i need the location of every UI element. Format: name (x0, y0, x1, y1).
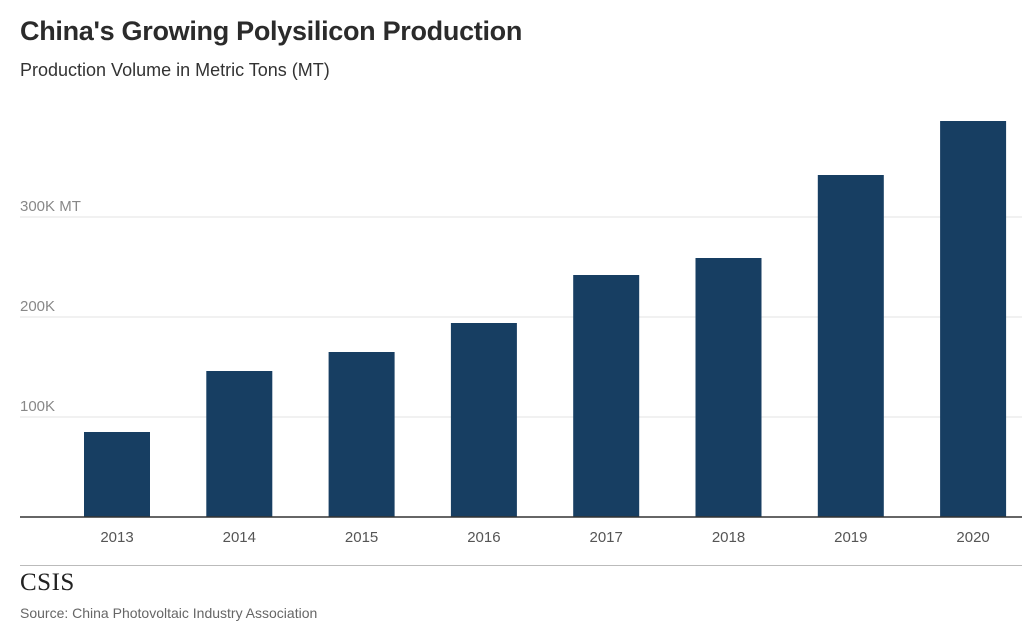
x-tick-label: 2014 (223, 529, 256, 546)
source-note: Source: China Photovoltaic Industry Asso… (20, 605, 318, 621)
chart-subtitle: Production Volume in Metric Tons (MT) (20, 60, 330, 80)
x-tick-label: 2015 (345, 529, 378, 546)
x-axis-ticks: 2013 2014 2015 2016 2017 2018 2019 2020 (100, 529, 989, 546)
bar-2014 (206, 371, 273, 517)
bar-chart: 100K 200K 300K MT 2013 2014 2015 2016 2017 2018… (20, 121, 1022, 546)
bar-2013 (84, 432, 150, 517)
x-tick-label: 2016 (467, 529, 500, 546)
bar-2019 (817, 175, 884, 517)
footer-divider (20, 565, 1022, 566)
bar-2016 (450, 323, 517, 517)
x-tick-label: 2020 (956, 529, 989, 546)
y-tick-label: 100K (20, 398, 55, 415)
y-tick-label: 200K (20, 298, 55, 315)
x-tick-label: 2013 (100, 529, 133, 546)
csis-logo: CSIS (20, 569, 75, 596)
bar-2015 (328, 352, 395, 517)
y-axis-ticks: 100K 200K 300K MT (20, 198, 81, 415)
x-tick-label: 2019 (834, 529, 867, 546)
x-tick-label: 2017 (590, 529, 623, 546)
bar-2020 (940, 121, 1007, 517)
x-tick-label: 2018 (712, 529, 745, 546)
bar-2017 (573, 275, 640, 517)
chart-title: China's Growing Polysilicon Production (20, 16, 523, 46)
bar-2018 (695, 258, 762, 517)
bars (84, 121, 1007, 517)
y-tick-label: 300K MT (20, 198, 81, 215)
